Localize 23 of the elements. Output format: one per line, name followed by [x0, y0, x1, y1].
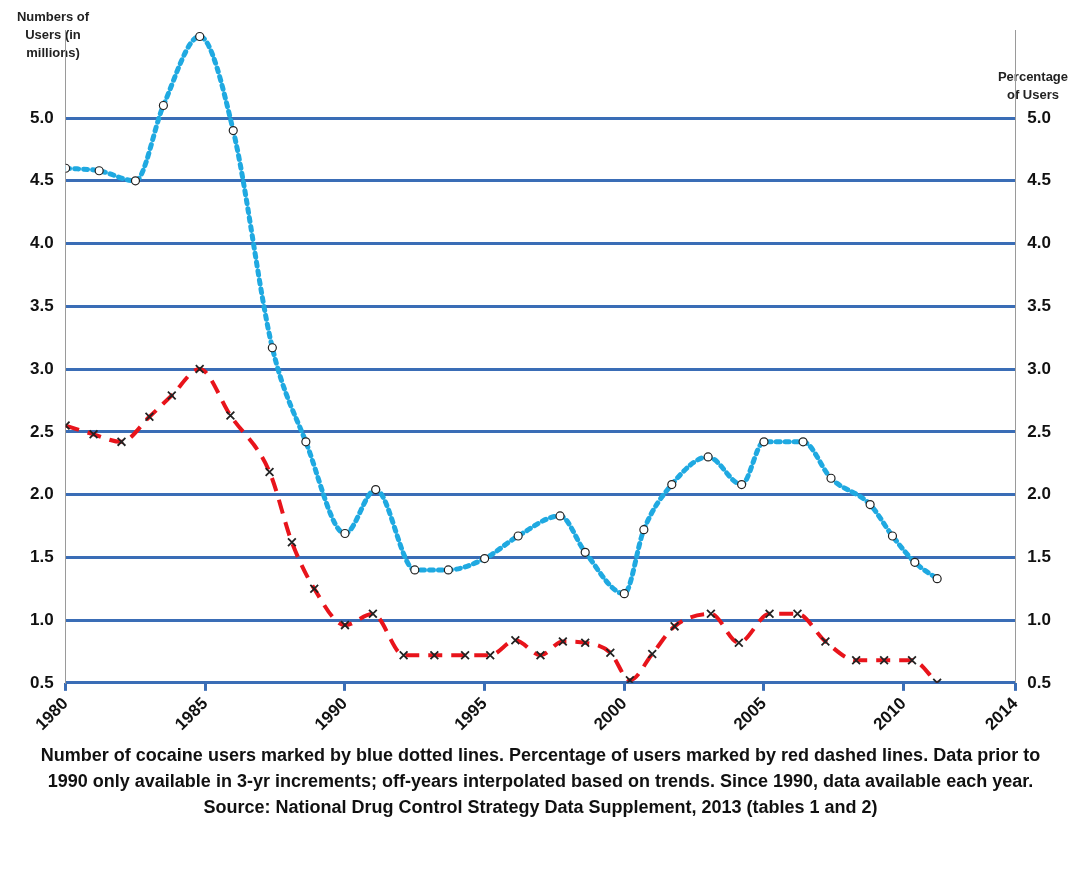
y2-tick-label: 2.0 [1027, 484, 1052, 504]
y-tick-label: 3.0 [29, 358, 54, 378]
y-tick-label: 5.0 [29, 107, 54, 127]
y2-tick-label: 3.0 [1027, 358, 1052, 378]
y2-tick-label: 1.0 [1027, 609, 1052, 629]
y-tick-label: 2.5 [29, 421, 54, 441]
y-axis-title: Numbers of Users (in millions) [15, 8, 91, 62]
y-tick-label: 0.5 [29, 672, 54, 692]
y-tick-label: 3.5 [29, 296, 54, 315]
y2-tick-label: 2.5 [1027, 421, 1052, 441]
y2-tick-label: 3.5 [1027, 296, 1052, 315]
text: Number of cocaine users marked by blue dotted lines. Percentage of users marked by red dashed lines. Data prior to 1990 only available in 3-yr increments; off-years interpolated based on trends. Since 1990, data available each year. Source: National Drug Control Strategy Data Supplement, 2013 (tables 1 and 2) [39, 744, 1042, 819]
y2-tick-label: 4.0 [1027, 233, 1052, 253]
y2-tick-label: 1.5 [1027, 547, 1052, 567]
y-tick-label: 2.0 [29, 484, 54, 504]
y-tick-label: 1.5 [29, 547, 54, 567]
y-tick-label: 1.0 [29, 609, 54, 629]
y2-axis-title: Percentage of Users [996, 68, 1070, 104]
y2-tick-label: 5.0 [1027, 107, 1052, 127]
y2-tick-label: 4.5 [1027, 170, 1052, 190]
y2-tick-label: 0.5 [1027, 672, 1052, 692]
y-tick-label: 4.5 [29, 170, 54, 190]
y-tick-label: 4.0 [29, 233, 54, 253]
